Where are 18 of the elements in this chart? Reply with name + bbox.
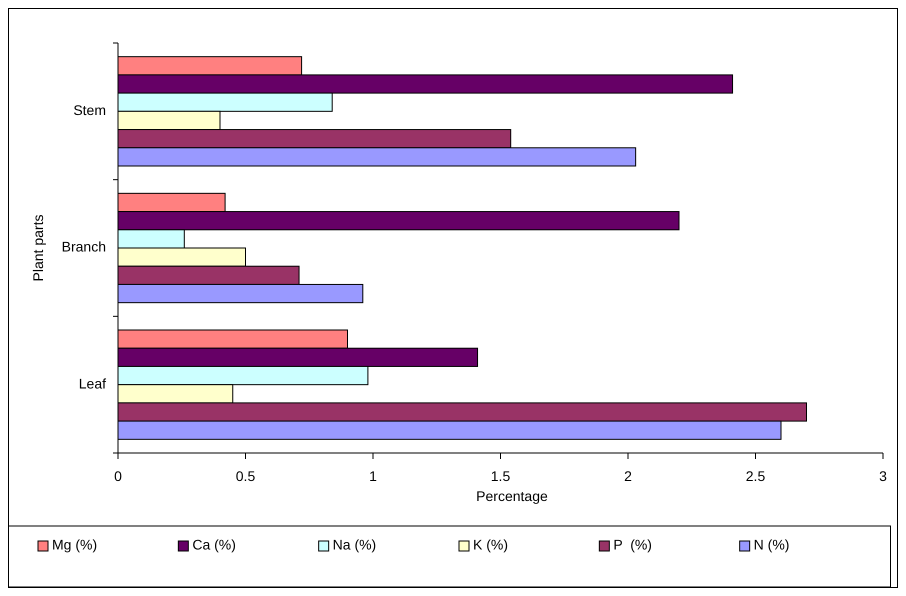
y-axis-title: Plant parts [30,214,46,282]
y-tick-label: Branch [62,238,106,255]
legend-label: Ca (%) [192,536,236,553]
x-tick-label: 3 [879,468,888,484]
y-tick-label: Leaf [78,375,106,392]
y-tick-label: Stem [73,102,106,118]
legend-label: K (%) [473,536,508,553]
x-tick-label: 0.5 [236,468,256,484]
x-axis-title: Percentage [476,488,548,504]
x-tick-label: 1 [369,468,378,484]
x-tick-label: 2 [624,468,632,484]
legend-label: Na (%) [332,536,376,553]
x-tick-label: 0 [114,468,122,484]
legend-label: Mg (%) [52,536,98,553]
legend-label: N (%) [754,536,790,553]
x-tick-label: 1.5 [490,468,510,484]
legend-label: P (%) [613,536,652,553]
x-tick-label: 2.5 [746,468,766,484]
